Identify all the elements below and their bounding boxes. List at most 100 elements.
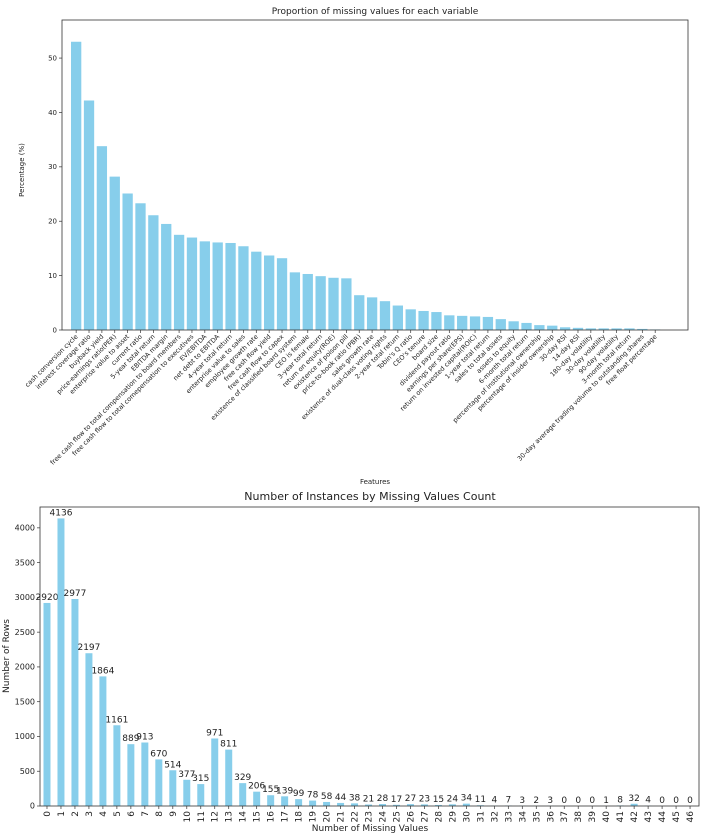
data-label: 32 bbox=[628, 794, 639, 804]
y-tick-label: 500 bbox=[20, 767, 35, 776]
bar bbox=[225, 749, 233, 806]
data-label: 15 bbox=[433, 795, 444, 805]
bar bbox=[365, 804, 373, 806]
data-label: 0 bbox=[687, 796, 693, 806]
bar bbox=[211, 738, 219, 806]
bar bbox=[267, 795, 275, 806]
bar bbox=[328, 277, 339, 330]
x-tick-label: 46 bbox=[686, 811, 696, 823]
bar bbox=[630, 803, 638, 806]
x-tick-label: 0 bbox=[43, 811, 53, 817]
bar bbox=[225, 242, 236, 330]
x-tick-label: 35 bbox=[532, 811, 542, 822]
bar bbox=[295, 799, 303, 806]
bar bbox=[572, 327, 584, 330]
plot-frame bbox=[61, 19, 689, 331]
bar bbox=[508, 321, 519, 330]
x-tick-label: 30 bbox=[462, 811, 472, 823]
bar bbox=[281, 796, 289, 806]
bar bbox=[161, 223, 172, 330]
data-label: 27 bbox=[405, 794, 416, 804]
bar bbox=[71, 41, 82, 330]
bar bbox=[83, 100, 95, 330]
x-tick-label: 26 bbox=[406, 811, 416, 823]
data-label: 24 bbox=[447, 794, 459, 804]
chart-title: Proportion of missing values for each va… bbox=[272, 7, 479, 17]
data-label: 0 bbox=[589, 796, 595, 806]
bar bbox=[197, 784, 205, 806]
bar bbox=[96, 146, 108, 330]
x-axis-label: Features bbox=[360, 478, 390, 486]
x-tick-label: 24 bbox=[379, 811, 389, 823]
bar bbox=[392, 804, 400, 806]
x-tick-label: 3 bbox=[85, 811, 95, 817]
x-tick-label: 6 bbox=[127, 811, 137, 817]
missing-count-chart: Number of Instances by Missing Values Co… bbox=[2, 490, 700, 834]
x-tick-label: 36 bbox=[546, 811, 556, 823]
data-label: 38 bbox=[349, 793, 361, 803]
bar bbox=[521, 322, 532, 330]
y-axis-label: Number of Rows bbox=[2, 619, 12, 693]
bar bbox=[444, 315, 455, 330]
bar bbox=[431, 312, 442, 330]
bar bbox=[253, 791, 261, 806]
y-tick-label: 1000 bbox=[15, 732, 35, 741]
x-tick-label: 31 bbox=[476, 811, 486, 822]
bar bbox=[392, 305, 403, 330]
data-label: 99 bbox=[293, 789, 305, 799]
x-tick-label: 43 bbox=[644, 811, 654, 822]
bar bbox=[109, 176, 120, 330]
y-tick-label: 0 bbox=[30, 802, 35, 811]
bar bbox=[547, 325, 558, 330]
bar bbox=[183, 779, 191, 806]
data-label: 315 bbox=[192, 774, 209, 784]
bar bbox=[199, 241, 210, 330]
data-label: 155 bbox=[262, 785, 279, 795]
bar bbox=[585, 328, 596, 330]
x-tick-label: 40 bbox=[602, 811, 612, 823]
bar bbox=[238, 246, 249, 330]
data-label: 329 bbox=[234, 773, 251, 783]
x-tick-label: 11 bbox=[197, 811, 207, 822]
x-tick-label: 1 bbox=[57, 811, 67, 817]
data-label: 206 bbox=[248, 782, 265, 792]
x-tick-label: 28 bbox=[434, 811, 444, 823]
bar bbox=[239, 783, 247, 806]
bar bbox=[122, 193, 133, 330]
data-label: 670 bbox=[150, 749, 167, 759]
data-label: 514 bbox=[164, 760, 181, 770]
x-tick-label: 29 bbox=[448, 811, 458, 823]
x-tick-label: 33 bbox=[504, 811, 514, 822]
data-label: 0 bbox=[659, 796, 665, 806]
y-tick-label: 2500 bbox=[15, 628, 35, 637]
x-tick-label: 12 bbox=[211, 811, 221, 822]
x-tick-label: 2 bbox=[71, 811, 81, 817]
data-label: 34 bbox=[461, 794, 473, 804]
bar bbox=[598, 328, 609, 330]
bar bbox=[534, 325, 545, 330]
data-label: 44 bbox=[335, 793, 347, 803]
x-tick-label: 25 bbox=[392, 811, 402, 822]
data-label: 1 bbox=[603, 796, 609, 806]
bar bbox=[354, 295, 365, 330]
bar bbox=[482, 316, 494, 330]
bar bbox=[323, 801, 331, 806]
x-tick-label: 7 bbox=[141, 811, 151, 817]
data-label: 889 bbox=[122, 734, 139, 744]
x-tick-label: 38 bbox=[574, 811, 584, 823]
y-tick-label: 50 bbox=[48, 54, 57, 62]
data-label: 971 bbox=[206, 728, 223, 738]
x-tick-label: 45 bbox=[672, 811, 682, 822]
bar bbox=[351, 803, 359, 806]
bar bbox=[113, 725, 121, 806]
x-tick-label: 17 bbox=[281, 811, 291, 822]
bar bbox=[379, 804, 386, 806]
bar bbox=[495, 319, 506, 330]
x-tick-label: 20 bbox=[323, 811, 333, 823]
bar bbox=[135, 203, 146, 330]
bar bbox=[448, 804, 456, 806]
bar bbox=[212, 242, 223, 330]
x-tick-label: 34 bbox=[518, 811, 528, 823]
y-tick-label: 3000 bbox=[15, 593, 35, 602]
